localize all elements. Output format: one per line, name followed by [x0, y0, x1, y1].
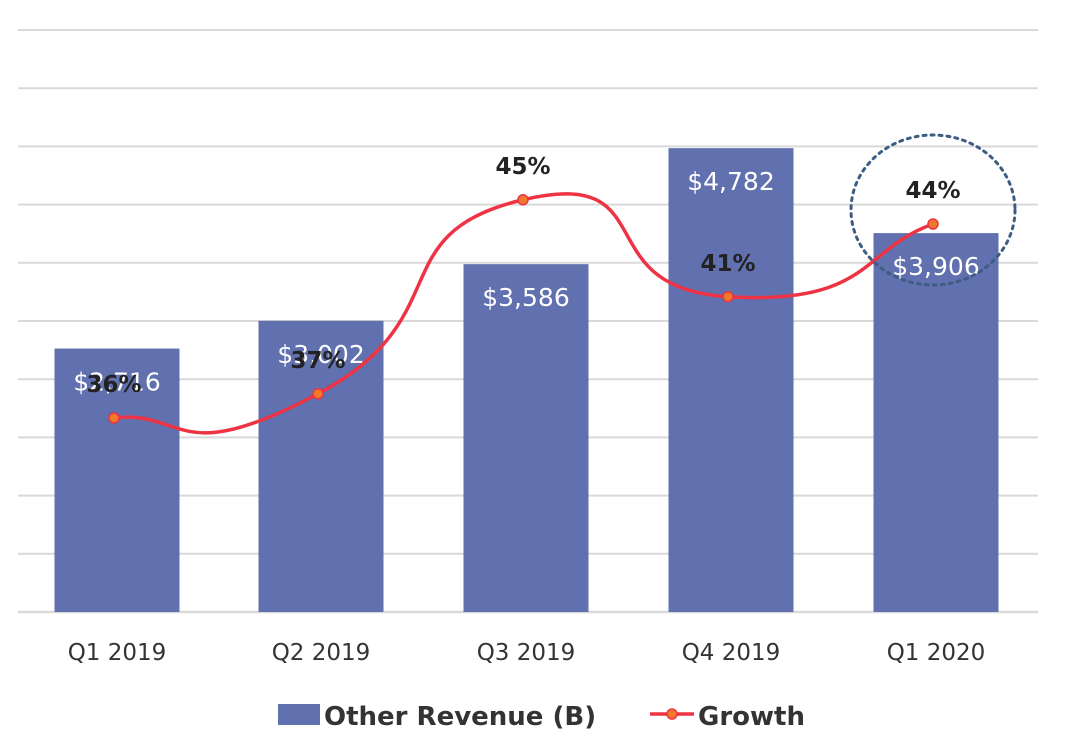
- legend: Other Revenue (B) Growth: [278, 702, 805, 732]
- growth-point: [517, 194, 529, 206]
- highlight-annotation: [849, 133, 1017, 287]
- revenue-bar: [668, 148, 794, 612]
- highlight-circle: [849, 133, 1017, 287]
- x-axis-tick-labels: Q1 2019 Q2 2019 Q3 2019 Q4 2019 Q1 2020: [68, 640, 986, 666]
- growth-line: [108, 192, 939, 435]
- revenue-value-label: $2,716: [73, 368, 160, 397]
- x-tick-label: Q3 2019: [477, 640, 576, 666]
- growth-point: [108, 412, 120, 424]
- growth-value-label: 41%: [700, 251, 755, 277]
- growth-labels: 36% 37% 45% 41% 44%: [86, 154, 960, 398]
- revenue-bar: [463, 264, 589, 612]
- growth-point: [927, 218, 939, 230]
- revenue-value-label: $3,002: [277, 340, 364, 369]
- legend-line-marker: [666, 708, 678, 720]
- legend-label-growth: Growth: [698, 702, 805, 732]
- growth-value-label: 44%: [905, 178, 960, 204]
- legend-bar-swatch: [278, 704, 320, 725]
- revenue-bar: [258, 320, 384, 612]
- growth-value-label: 37%: [290, 348, 345, 374]
- revenue-value-label: $3,906: [892, 252, 979, 281]
- revenue-bar: [54, 348, 180, 612]
- x-tick-label: Q4 2019: [682, 640, 781, 666]
- revenue-bar: [873, 233, 999, 613]
- revenue-bar-labels: $2,716 $3,002 $3,586 $4,782 $3,906: [73, 167, 979, 396]
- legend-label-revenue: Other Revenue (B): [324, 702, 596, 732]
- revenue-value-label: $3,586: [482, 283, 569, 312]
- x-tick-label: Q2 2019: [272, 640, 371, 666]
- growth-point: [312, 388, 324, 400]
- x-tick-label: Q1 2020: [887, 640, 986, 666]
- revenue-bars: [54, 148, 999, 613]
- growth-value-label: 45%: [495, 154, 550, 180]
- growth-point: [722, 291, 734, 303]
- x-tick-label: Q1 2019: [68, 640, 167, 666]
- growth-value-label: 36%: [86, 372, 141, 398]
- revenue-value-label: $4,782: [687, 167, 774, 196]
